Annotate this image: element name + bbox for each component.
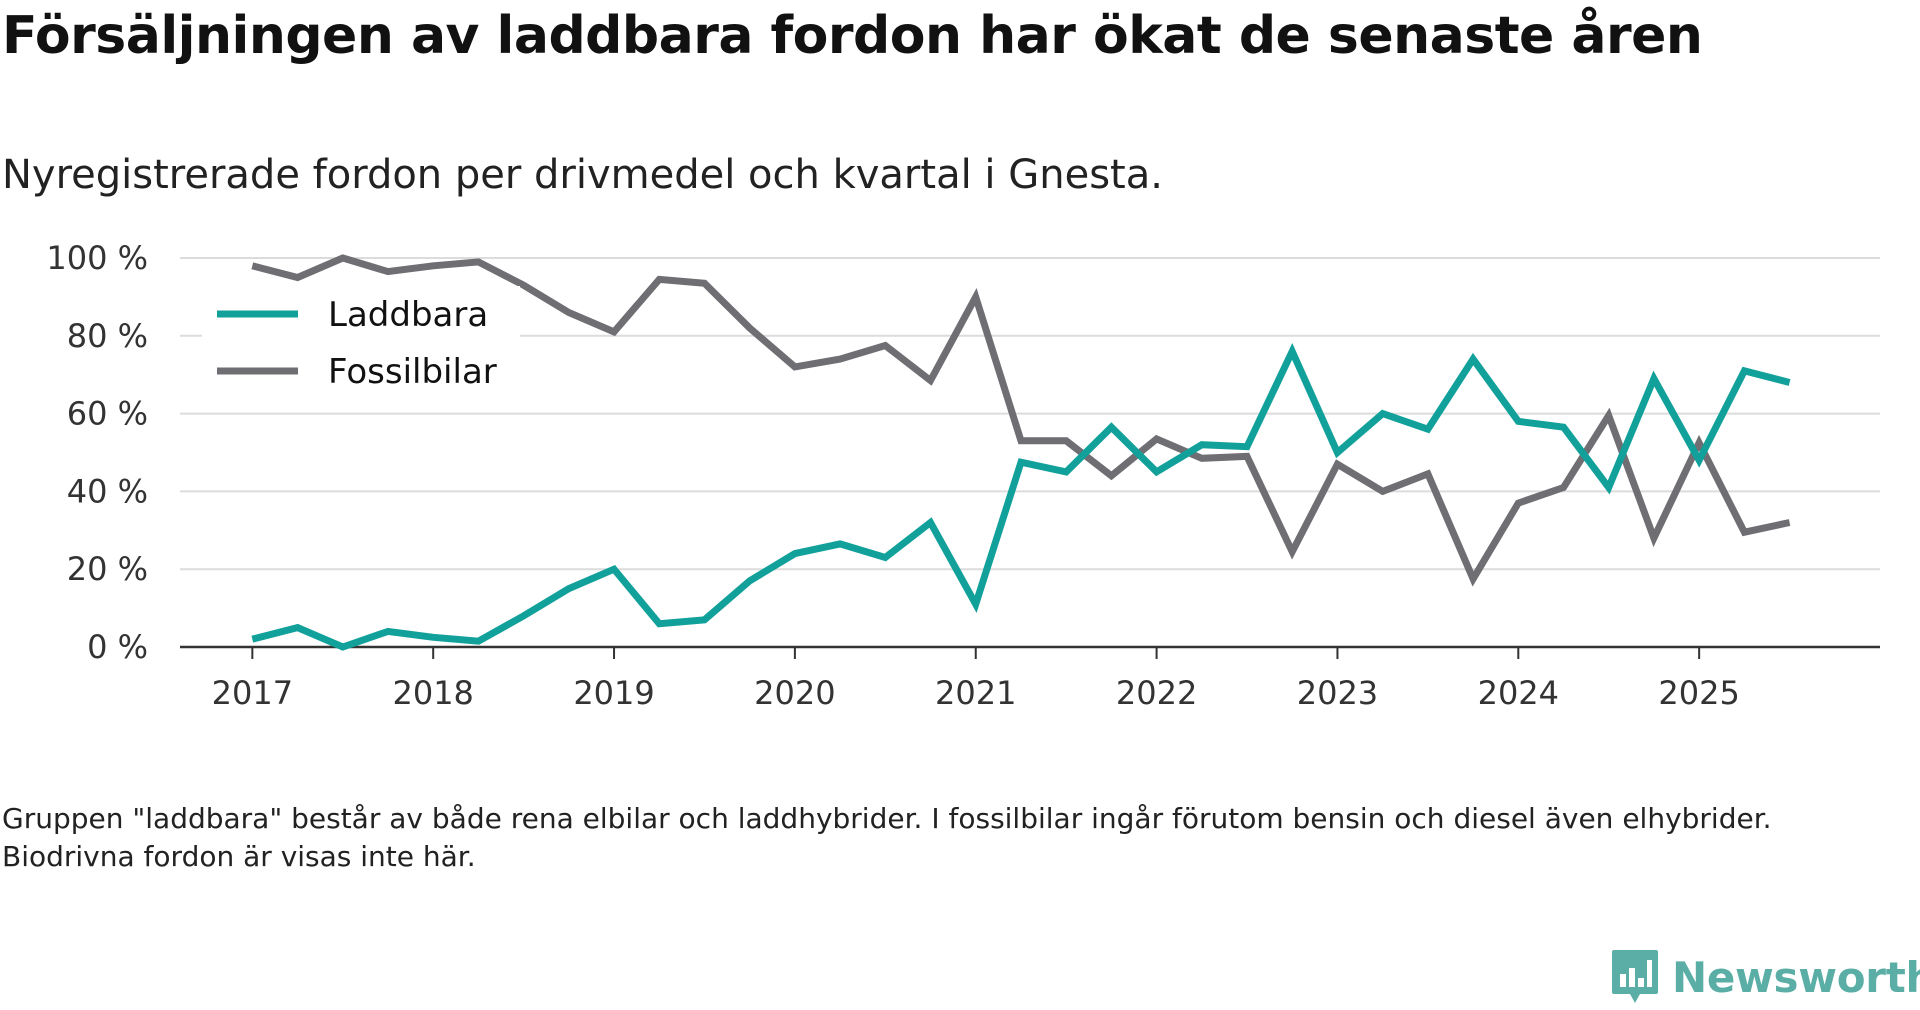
series-line-laddbara (251, 343, 1791, 651)
y-axis-tick-labels: 0 % 20 % 40 % 60 % 80 % 100 % (46, 239, 148, 666)
line-chart: 0 % 20 % 40 % 60 % 80 % 100 % 2017 2018 2019 202… (46, 239, 1880, 712)
legend-background (202, 286, 520, 409)
x-axis (180, 645, 1880, 659)
x-tick-label: 2017 (212, 674, 293, 712)
series-lines (251, 254, 1791, 651)
brand-name: Newsworthy (1672, 952, 1920, 1002)
legend-label-fossilbilar: Fossilbilar (328, 352, 497, 392)
newsworthy-logo: Newsworthy (1610, 948, 1920, 1006)
chart-title: Försäljningen av laddbara fordon har öka… (2, 6, 1703, 66)
footnote: Gruppen "laddbara" består av både rena e… (2, 802, 1772, 873)
y-tick-label: 40 % (67, 472, 148, 510)
y-tick-label: 0 % (87, 628, 148, 666)
y-tick-label: 20 % (67, 550, 148, 588)
x-axis-tick-labels: 2017 2018 2019 2020 2021 2022 2023 2024 2025 (212, 674, 1740, 712)
x-tick-label: 2020 (754, 674, 835, 712)
x-tick-label: 2023 (1297, 674, 1378, 712)
x-tick-label: 2019 (573, 674, 654, 712)
x-tick-label: 2025 (1658, 674, 1739, 712)
legend-label-laddbara: Laddbara (328, 295, 488, 335)
y-tick-label: 100 % (46, 239, 148, 277)
x-tick-label: 2024 (1478, 674, 1559, 712)
newsworthy-logo-icon (1612, 950, 1658, 1003)
x-tick-label: 2018 (392, 674, 473, 712)
chart-subtitle: Nyregistrerade fordon per drivmedel och … (2, 152, 1163, 198)
y-tick-label: 60 % (67, 395, 148, 433)
y-tick-label: 80 % (67, 317, 148, 355)
legend: Laddbara Fossilbilar (202, 286, 520, 409)
x-tick-label: 2021 (935, 674, 1016, 712)
series-line-fossilbilar (251, 254, 1791, 587)
x-tick-label: 2022 (1116, 674, 1197, 712)
